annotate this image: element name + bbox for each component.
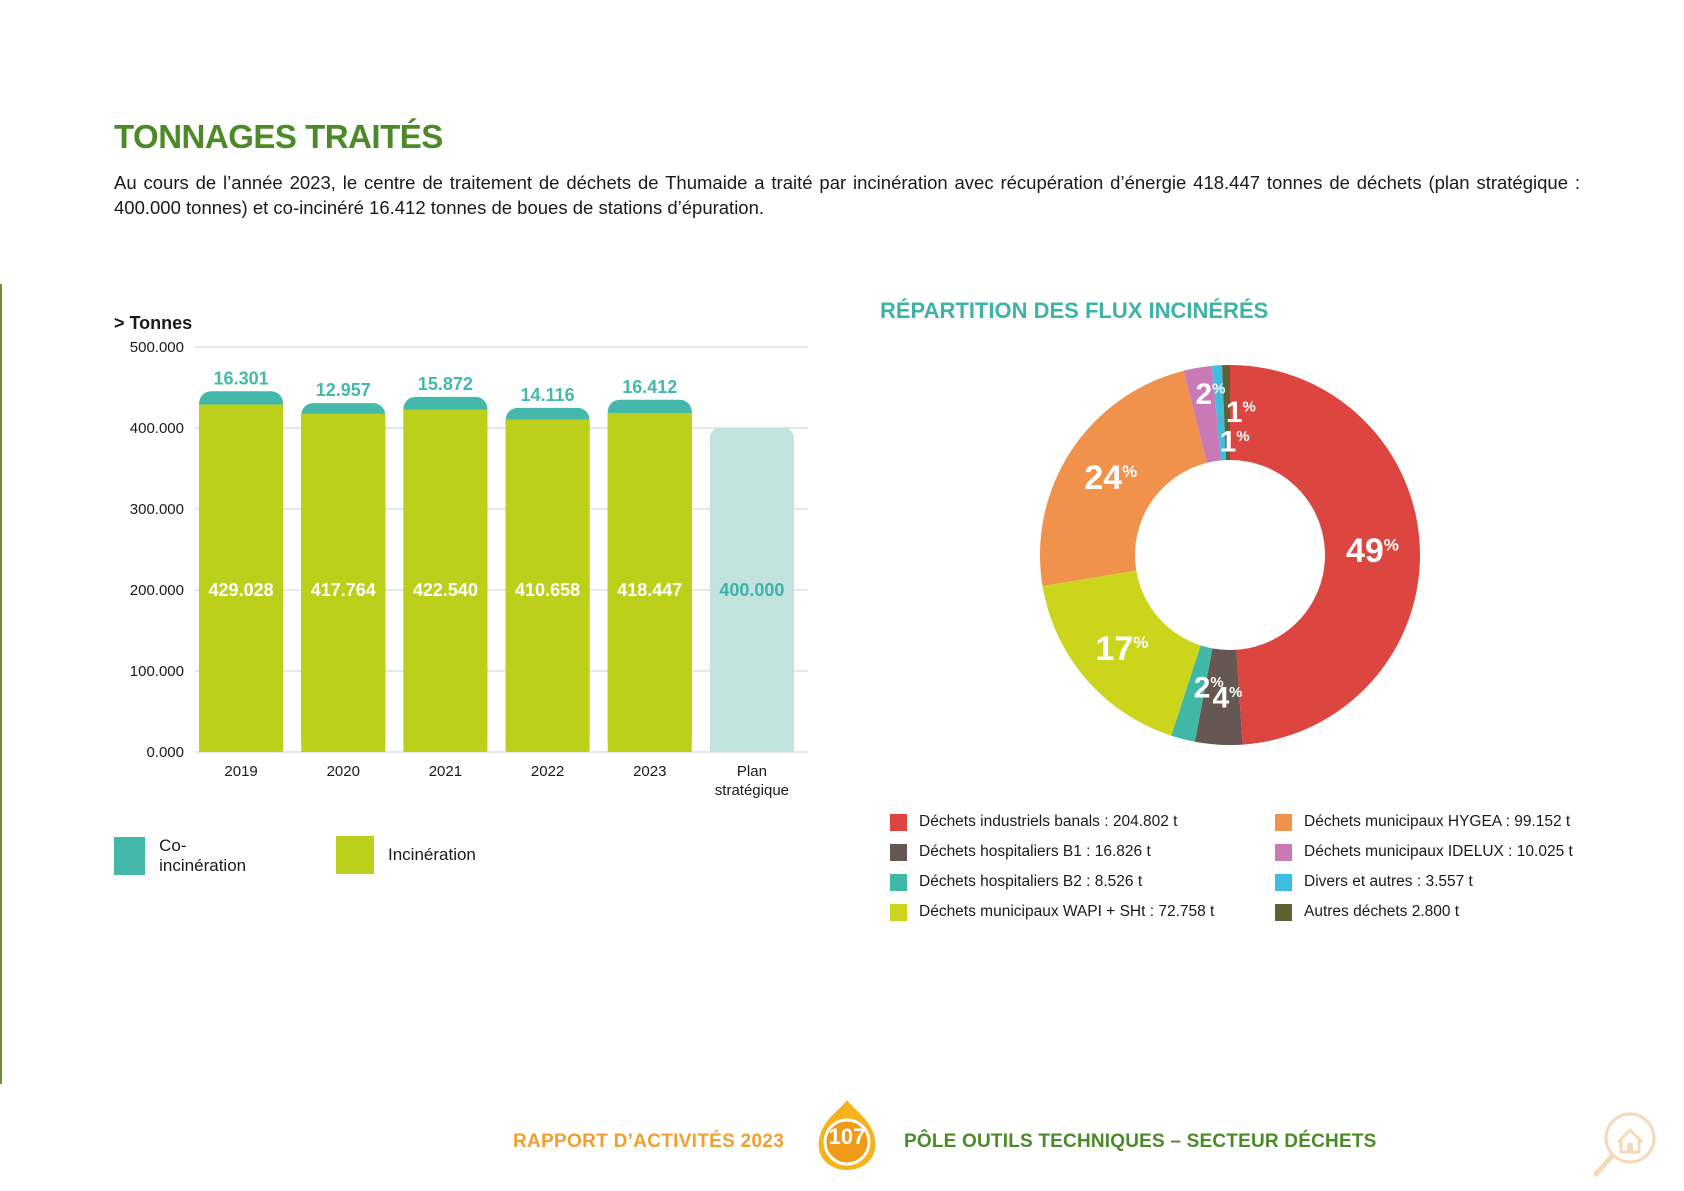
donut-legend-item: Déchets industriels banals : 204.802 t (890, 813, 1178, 831)
donut-legend-swatch (890, 873, 907, 891)
footer-report-title: RAPPORT D’ACTIVITÉS 2023 (513, 1131, 785, 1152)
donut-chart-title: RÉPARTITION DES FLUX INCINÉRÉS (880, 298, 1269, 323)
donut-slice (1040, 370, 1207, 587)
page-title: TONNAGES TRAITÉS (114, 118, 443, 155)
donut-legend-label: Divers et autres : 3.557 t (1304, 873, 1473, 890)
donut-legend-label: Déchets municipaux WAPI + SHt : 72.758 t (919, 903, 1215, 920)
y-tick-label: 200.000 (130, 582, 184, 599)
donut-pct-label: 17% (1095, 630, 1148, 668)
donut-legend-swatch (1275, 903, 1292, 921)
y-tick-label: 100.000 (130, 663, 184, 680)
x-tick-label: 2020 (327, 763, 360, 780)
x-tick-label: 2022 (531, 763, 564, 780)
x-tick-label: 2023 (633, 763, 666, 780)
bar-label-co-incineration: 16.412 (622, 377, 677, 397)
y-tick-label: 400.000 (130, 420, 184, 437)
donut-slice (1211, 365, 1227, 461)
x-tick-label: Plan (737, 763, 767, 780)
legend-item-co-incineration: Co-incinération (114, 836, 253, 876)
donut-pct-label: 4% (1212, 682, 1242, 715)
donut-chart: 49%4%2%17%24%2%1%1% (1040, 365, 1421, 745)
bar-label-incineration: 418.447 (617, 580, 682, 600)
donut-slice (1171, 645, 1213, 742)
donut-legend-swatch (890, 843, 907, 861)
bar-incineration (199, 404, 284, 752)
x-tick-label: 2021 (429, 763, 462, 780)
donut-legend-label: Déchets industriels banals : 204.802 t (919, 813, 1178, 830)
bar-label-incineration: 429.028 (209, 580, 274, 600)
donut-legend-item: Déchets municipaux WAPI + SHt : 72.758 t (890, 903, 1214, 921)
bar-incineration (301, 413, 386, 752)
x-tick-label: stratégique (715, 782, 789, 799)
bar-label-incineration: 417.764 (311, 580, 376, 600)
y-axis-unit-label: > Tonnes (114, 313, 192, 333)
bar-label-co-incineration: 14.116 (521, 385, 575, 405)
donut-legend-item: Déchets hospitaliers B1 : 16.826 t (890, 843, 1151, 861)
donut-legend-swatch (1275, 813, 1292, 831)
legend-swatch-co-incineration (114, 837, 146, 875)
bar-incineration (505, 419, 590, 752)
x-tick-label: 2019 (224, 763, 257, 780)
donut-legend-swatch (1275, 843, 1292, 861)
donut-legend-swatch (890, 903, 907, 921)
y-tick-label: 0.000 (146, 744, 184, 761)
donut-legend-item: Divers et autres : 3.557 t (1275, 873, 1473, 891)
y-tick-label: 300.000 (130, 501, 184, 518)
legend-label-incineration: Incinération (388, 845, 476, 864)
donut-legend-label: Déchets hospitaliers B2 : 8.526 t (919, 873, 1143, 890)
page-number-badge-icon (818, 1100, 876, 1170)
bar-label-plan: 400.000 (719, 580, 784, 600)
bar-label-incineration: 422.540 (413, 580, 478, 600)
legend-swatch-incineration (336, 836, 374, 874)
donut-legend-swatch (1275, 873, 1292, 891)
bar-label-incineration: 410.658 (515, 580, 580, 600)
donut-slice (1222, 365, 1230, 461)
y-tick-label: 500.000 (130, 339, 184, 356)
donut-legend-swatch (890, 813, 907, 831)
donut-legend-label: Déchets municipaux IDELUX : 10.025 t (1304, 843, 1573, 860)
bar-incineration (607, 413, 692, 752)
donut-legend-item: Déchets municipaux HYGEA : 99.152 t (1275, 813, 1570, 831)
donut-legend-item: Déchets municipaux IDELUX : 10.025 t (1275, 843, 1573, 861)
footer-section-title: PÔLE OUTILS TECHNIQUES – SECTEUR DÉCHETS (904, 1131, 1377, 1152)
page-left-rule (0, 284, 2, 1084)
donut-legend-item: Déchets hospitaliers B2 : 8.526 t (890, 873, 1142, 891)
legend-label-co-incineration: Co-incinération (159, 836, 247, 875)
donut-legend-label: Déchets municipaux HYGEA : 99.152 t (1304, 813, 1571, 830)
bar-label-co-incineration: 12.957 (316, 380, 371, 400)
legend-item-incineration: Incinération (336, 836, 476, 874)
donut-pct-label: 49% (1346, 532, 1399, 570)
donut-legend-label: Autres déchets 2.800 t (1304, 903, 1460, 920)
bar-label-co-incineration: 15.872 (418, 374, 473, 394)
bar-incineration (403, 409, 488, 752)
donut-slice (1230, 365, 1421, 745)
intro-paragraph: Au cours de l’année 2023, le centre de t… (114, 172, 1580, 218)
bar-plan-strategique-body (709, 440, 794, 752)
bar-label-co-incineration: 16.301 (214, 368, 269, 388)
donut-legend-label: Déchets hospitaliers B1 : 16.826 t (919, 843, 1151, 860)
donut-pct-label: 2% (1194, 672, 1224, 705)
home-search-icon[interactable] (1590, 1108, 1660, 1180)
donut-slice (1042, 570, 1201, 736)
donut-slice (1183, 365, 1221, 463)
bar-chart: > Tonnes 0.000 100.000 200.000 300.000 400.00… (114, 313, 808, 799)
donut-legend-item: Autres déchets 2.800 t (1275, 903, 1459, 921)
donut-slice (1194, 648, 1243, 745)
page-number: 107 (828, 1124, 866, 1149)
